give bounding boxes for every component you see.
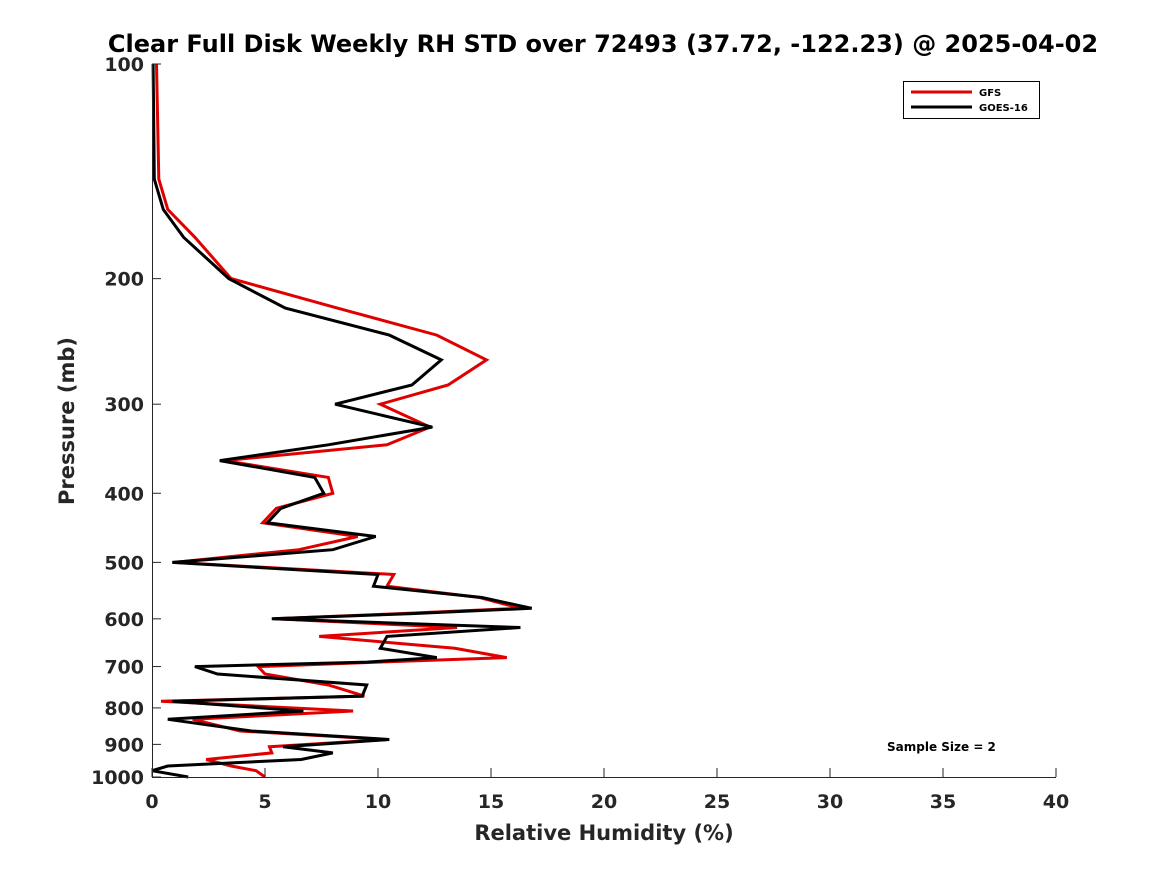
x-tick-label: 5 xyxy=(258,791,271,813)
y-tick-label: 300 xyxy=(104,394,144,416)
x-tick-label: 0 xyxy=(145,791,158,813)
x-tick-label: 25 xyxy=(704,791,730,813)
y-tick-label: 700 xyxy=(104,657,144,679)
y-tick-label: 600 xyxy=(104,609,144,631)
y-axis-ticks: 100 200 300 400 500 600 700 800 900 1000 xyxy=(91,54,161,789)
y-tick-label: 400 xyxy=(104,483,144,505)
legend: GFS GOES-16 xyxy=(903,81,1040,119)
plot-lines xyxy=(151,63,533,779)
y-tick-label: 800 xyxy=(104,698,144,720)
x-axis-ticks: 0 5 10 15 20 25 30 35 40 xyxy=(145,768,1069,813)
series-line-gfs xyxy=(155,63,521,779)
y-tick-label: 500 xyxy=(104,552,144,574)
x-tick-label: 10 xyxy=(365,791,391,813)
legend-label-gfs: GFS xyxy=(979,88,1001,99)
y-tick-label: 200 xyxy=(104,269,144,291)
chart-title: Clear Full Disk Weekly RH STD over 72493… xyxy=(108,30,1098,58)
y-tick-label: 900 xyxy=(104,734,144,756)
y-tick-label: 100 xyxy=(104,54,144,76)
x-tick-label: 35 xyxy=(930,791,956,813)
y-axis-label: Pressure (mb) xyxy=(55,337,79,505)
x-tick-label: 40 xyxy=(1043,791,1069,813)
x-tick-label: 30 xyxy=(817,791,843,813)
x-tick-label: 20 xyxy=(591,791,617,813)
x-axis-label: Relative Humidity (%) xyxy=(474,821,733,845)
sample-size-annotation: Sample Size = 2 xyxy=(887,740,996,754)
series-line-goes-16 xyxy=(151,63,533,779)
y-tick-label: 1000 xyxy=(91,767,144,789)
legend-label-goes-16: GOES-16 xyxy=(979,103,1028,114)
x-tick-label: 15 xyxy=(478,791,504,813)
legend-box xyxy=(903,81,1040,119)
